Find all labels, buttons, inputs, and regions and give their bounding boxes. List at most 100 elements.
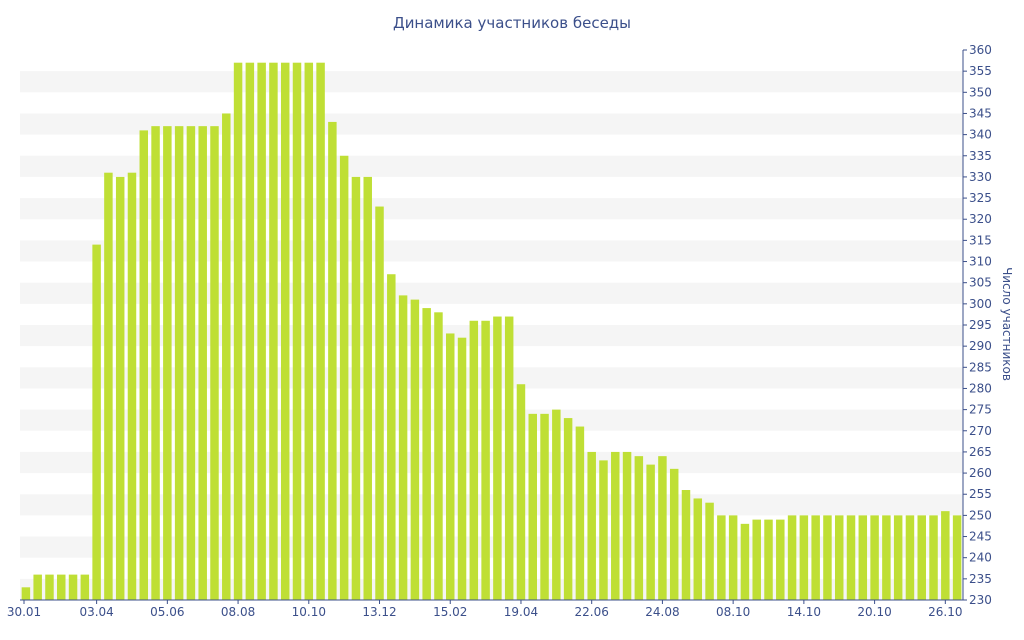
bar <box>646 464 655 600</box>
x-tick-label: 10.10 <box>292 605 326 619</box>
grid-band <box>20 155 963 177</box>
y-tick-label: 315 <box>969 233 992 247</box>
bar <box>104 172 113 600</box>
y-tick-label: 260 <box>969 466 992 480</box>
bar <box>917 515 926 600</box>
bar <box>469 320 479 600</box>
bar <box>799 515 809 600</box>
bar <box>493 316 502 600</box>
x-tick-label: 19.04 <box>504 605 538 619</box>
bar <box>304 62 314 600</box>
bar <box>481 320 490 600</box>
bar <box>681 490 691 600</box>
bar <box>893 515 903 600</box>
bar <box>764 519 773 600</box>
bar <box>434 312 443 600</box>
bar <box>174 126 184 601</box>
grid-band <box>20 367 963 389</box>
bar <box>717 515 726 600</box>
grid-band <box>20 494 963 516</box>
bar <box>929 515 938 600</box>
bar <box>387 274 396 600</box>
y-tick-label: 300 <box>969 297 992 311</box>
y-tick-label: 270 <box>969 424 992 438</box>
y-tick-label: 230 <box>969 593 992 607</box>
y-tick-label: 295 <box>969 318 992 332</box>
bar <box>210 126 219 601</box>
bar <box>446 333 455 600</box>
bar <box>563 418 573 600</box>
bar <box>504 316 514 600</box>
y-axis-label: Число участников <box>1000 267 1014 381</box>
bar <box>752 519 761 600</box>
bar <box>280 62 290 600</box>
bar <box>68 574 78 600</box>
y-axis-ticks: 230 235 240 245 250 255 260 265 270 275 280 285 290 2… <box>962 43 992 607</box>
grid-band <box>20 409 963 431</box>
y-tick-label: 355 <box>969 64 992 78</box>
y-tick-label: 340 <box>969 128 992 142</box>
x-tick-label: 26.10 <box>928 605 962 619</box>
x-tick-label: 30.01 <box>7 605 41 619</box>
y-tick-label: 280 <box>969 381 992 395</box>
y-tick-label: 320 <box>969 212 992 226</box>
grid-bands <box>20 71 963 600</box>
bar <box>658 456 667 600</box>
bar <box>528 413 537 600</box>
bar <box>858 515 868 600</box>
y-tick-label: 360 <box>969 43 992 57</box>
grid-band <box>20 578 963 600</box>
x-axis-ticks: 30.01 03.04 05.06 08.08 10.10 13.12 15.02 19.04… <box>7 599 963 619</box>
bar <box>575 426 585 600</box>
bar <box>351 176 361 600</box>
x-tick-label: 08.08 <box>221 605 255 619</box>
x-tick-label: 05.06 <box>150 605 184 619</box>
y-tick-label: 240 <box>969 551 992 565</box>
bar <box>21 587 31 600</box>
bar <box>186 126 196 601</box>
y-tick-label: 325 <box>969 191 992 205</box>
bar <box>611 451 620 600</box>
bar <box>375 206 384 601</box>
bar <box>905 515 915 600</box>
bar <box>339 155 349 600</box>
bar <box>80 574 90 600</box>
bar <box>516 384 526 600</box>
bar <box>222 113 231 600</box>
y-tick-label: 245 <box>969 530 992 544</box>
bar <box>92 244 101 600</box>
bar <box>540 413 549 600</box>
bar <box>728 515 738 600</box>
y-tick-label: 290 <box>969 339 992 353</box>
bar <box>328 121 337 600</box>
bar <box>740 523 750 600</box>
grid-band <box>20 536 963 558</box>
bar <box>233 62 243 600</box>
y-tick-label: 335 <box>969 149 992 163</box>
y-tick-label: 330 <box>969 170 992 184</box>
bar <box>127 172 137 600</box>
bar <box>693 498 703 600</box>
bar <box>776 519 785 600</box>
bar <box>705 502 714 600</box>
bar <box>952 515 962 600</box>
bar <box>410 299 420 600</box>
grid-band <box>20 325 963 347</box>
bar <box>599 460 608 600</box>
bar <box>787 515 797 600</box>
bar <box>870 515 879 600</box>
x-tick-label: 15.02 <box>433 605 467 619</box>
bar <box>823 515 832 600</box>
bar <box>316 62 325 600</box>
x-tick-label: 03.04 <box>79 605 113 619</box>
bar <box>151 126 160 601</box>
bar <box>363 176 372 600</box>
bar <box>882 515 891 600</box>
x-tick-label: 08.10 <box>716 605 750 619</box>
bar-series <box>21 62 962 601</box>
bar <box>552 409 561 600</box>
bar <box>139 130 149 600</box>
bar <box>834 515 844 600</box>
bar <box>115 176 125 600</box>
